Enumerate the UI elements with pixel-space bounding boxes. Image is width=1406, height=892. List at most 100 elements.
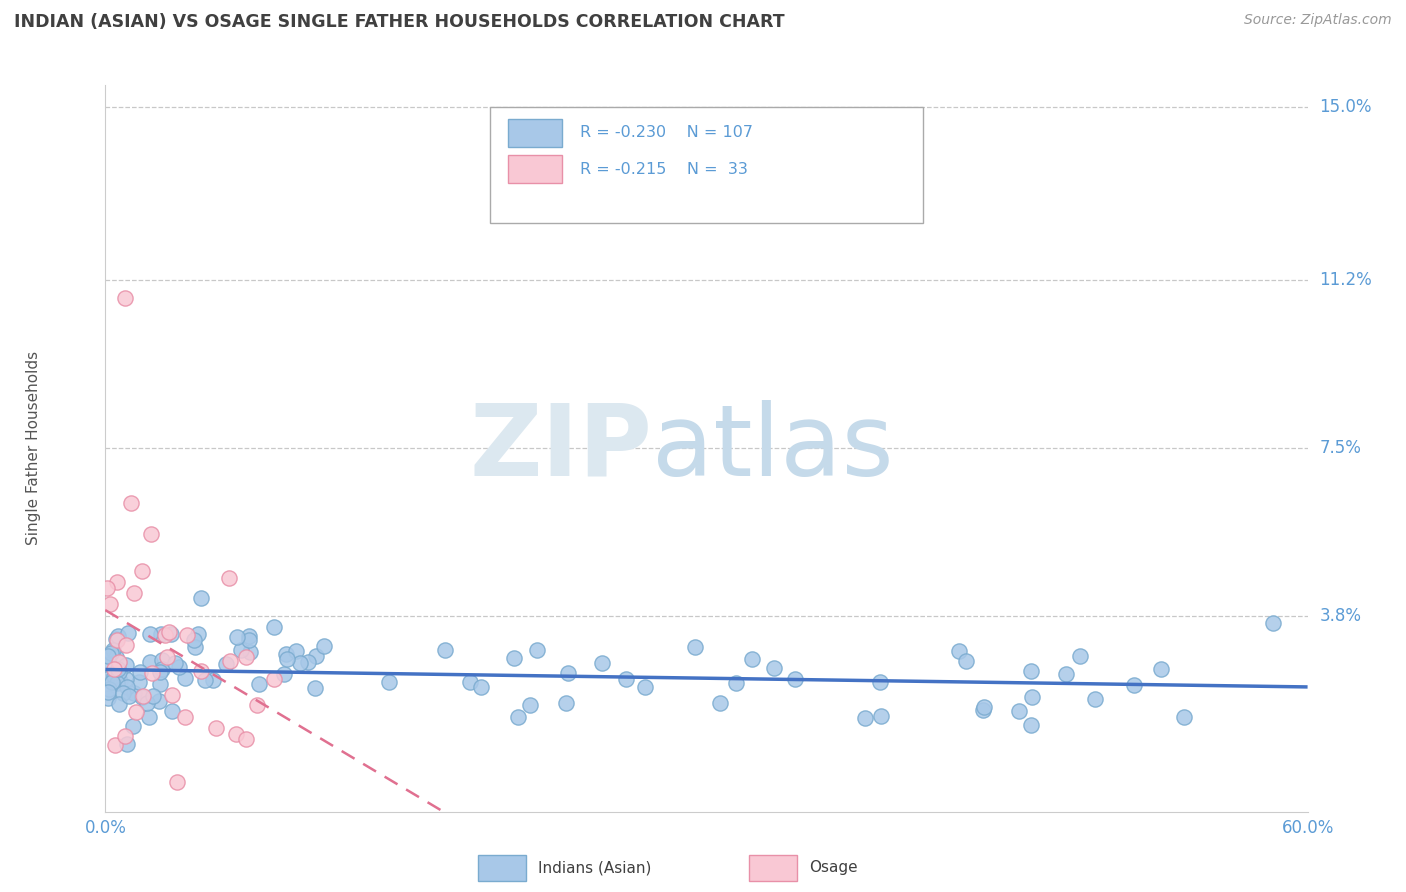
Point xyxy=(153,628,176,642)
Point xyxy=(131,564,153,578)
Point xyxy=(305,649,328,664)
Point xyxy=(304,681,326,695)
Point xyxy=(142,689,165,703)
Point xyxy=(141,526,163,541)
Point xyxy=(107,672,129,686)
Point xyxy=(235,649,257,664)
Text: R = -0.230    N = 107: R = -0.230 N = 107 xyxy=(581,125,754,140)
Point xyxy=(149,665,172,679)
Point xyxy=(709,696,731,710)
Point xyxy=(160,688,183,702)
Point xyxy=(183,632,205,647)
Point xyxy=(238,633,260,648)
Point xyxy=(869,675,891,690)
Point xyxy=(973,700,995,714)
Point xyxy=(107,662,129,676)
Text: 7.5%: 7.5% xyxy=(1320,439,1361,458)
Point xyxy=(117,680,139,694)
Point xyxy=(1019,718,1042,732)
Point xyxy=(225,727,247,741)
Point xyxy=(114,729,136,743)
Point xyxy=(218,654,240,668)
Point xyxy=(122,585,145,599)
Point xyxy=(1008,704,1031,718)
Text: R = -0.215    N =  33: R = -0.215 N = 33 xyxy=(581,161,748,177)
Point xyxy=(741,651,763,665)
Point xyxy=(205,722,228,736)
Text: Source: ZipAtlas.com: Source: ZipAtlas.com xyxy=(1244,13,1392,28)
Point xyxy=(284,644,307,658)
Point xyxy=(169,660,191,674)
Point xyxy=(148,694,170,708)
Point xyxy=(132,689,155,703)
Point xyxy=(263,620,285,634)
Point xyxy=(785,673,807,687)
Point xyxy=(138,710,160,724)
Point xyxy=(948,644,970,658)
Point xyxy=(1054,667,1077,681)
Point xyxy=(97,690,120,705)
Point xyxy=(235,732,257,747)
Point xyxy=(121,496,143,510)
Point xyxy=(519,698,541,712)
Point xyxy=(100,646,122,660)
Point xyxy=(107,698,129,712)
Point xyxy=(103,643,125,657)
Point xyxy=(104,738,127,752)
Point xyxy=(273,667,295,681)
Point xyxy=(131,690,153,705)
Point xyxy=(149,676,172,690)
Point xyxy=(190,591,212,605)
Point xyxy=(1021,690,1043,704)
Point xyxy=(163,656,186,670)
Point xyxy=(288,656,311,670)
Point xyxy=(229,642,252,657)
Point xyxy=(215,657,238,672)
Point xyxy=(160,704,183,718)
Point xyxy=(128,675,150,690)
Point xyxy=(108,665,131,679)
Point xyxy=(104,632,127,647)
Point xyxy=(156,649,179,664)
FancyBboxPatch shape xyxy=(491,106,922,223)
Point xyxy=(247,676,270,690)
Point xyxy=(98,597,121,611)
Text: INDIAN (ASIAN) VS OSAGE SINGLE FATHER HOUSEHOLDS CORRELATION CHART: INDIAN (ASIAN) VS OSAGE SINGLE FATHER HO… xyxy=(14,13,785,31)
Point xyxy=(591,656,613,670)
Point xyxy=(239,645,262,659)
Point xyxy=(108,674,131,689)
Point xyxy=(129,665,152,679)
Point xyxy=(173,671,195,685)
Point xyxy=(107,629,129,643)
Point xyxy=(115,672,138,686)
Point xyxy=(557,666,579,681)
Point xyxy=(139,655,162,669)
Point xyxy=(114,638,136,652)
Point xyxy=(554,697,576,711)
Point xyxy=(1261,615,1284,630)
Point xyxy=(149,627,172,641)
Point xyxy=(458,674,481,689)
Point xyxy=(125,705,148,719)
Point xyxy=(526,643,548,657)
Point xyxy=(117,737,139,751)
Text: Osage: Osage xyxy=(808,860,858,875)
Point xyxy=(218,571,240,585)
Point xyxy=(263,672,285,686)
Point xyxy=(1069,649,1091,664)
Point xyxy=(763,661,786,675)
Point xyxy=(297,655,319,669)
Point xyxy=(100,675,122,690)
Point xyxy=(150,662,173,676)
FancyBboxPatch shape xyxy=(478,855,526,880)
Point xyxy=(105,632,128,647)
Text: Indians (Asian): Indians (Asian) xyxy=(538,860,651,875)
Text: 3.8%: 3.8% xyxy=(1320,607,1361,625)
Point xyxy=(105,676,128,690)
Point xyxy=(122,686,145,700)
Point xyxy=(135,696,157,710)
Point xyxy=(1173,709,1195,723)
Point xyxy=(114,291,136,305)
Point xyxy=(725,676,748,690)
Point xyxy=(184,640,207,655)
